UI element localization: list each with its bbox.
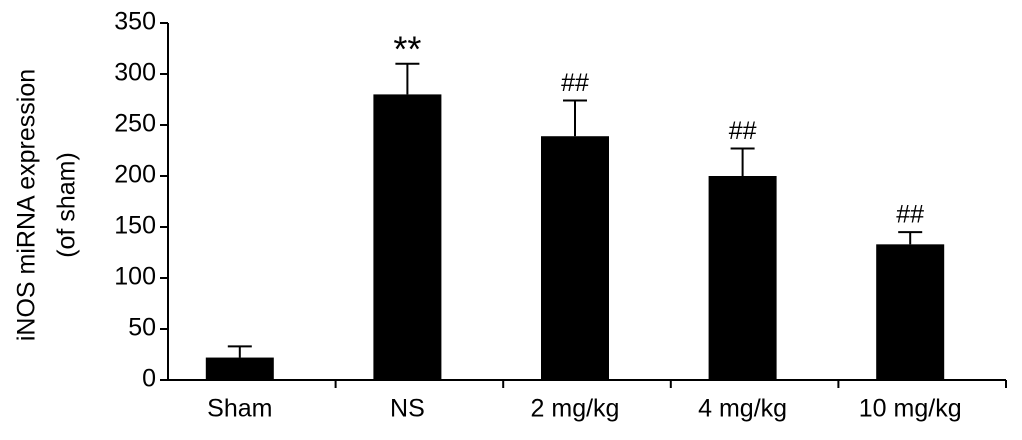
y-axis-label: iNOS miRNA expression (13, 69, 41, 341)
annotation: ## (896, 201, 924, 229)
bar (541, 136, 609, 380)
x-tick-label: 2 mg/kg (531, 395, 620, 423)
x-tick-label: 10 mg/kg (859, 395, 962, 423)
x-tick-label: Sham (207, 395, 272, 423)
y-tick-label: 200 (114, 161, 156, 189)
y-axis-label: (of sham) (53, 152, 81, 258)
bar (373, 94, 442, 381)
y-tick-label: 250 (114, 110, 156, 138)
y-tick-label: 50 (128, 314, 156, 342)
y-tick-label: 100 (114, 263, 156, 291)
bar (876, 244, 945, 380)
x-tick-label: 4 mg/kg (698, 395, 787, 423)
bar (205, 357, 274, 380)
y-tick-label: 150 (114, 212, 156, 240)
y-tick-label: 350 (114, 8, 156, 36)
annotation: ## (729, 117, 757, 145)
x-tick-label: NS (390, 395, 425, 423)
annotation: ## (561, 69, 589, 97)
annotation: ** (393, 28, 421, 69)
y-tick-label: 300 (114, 59, 156, 87)
bar (708, 176, 777, 380)
y-tick-label: 0 (142, 365, 156, 393)
